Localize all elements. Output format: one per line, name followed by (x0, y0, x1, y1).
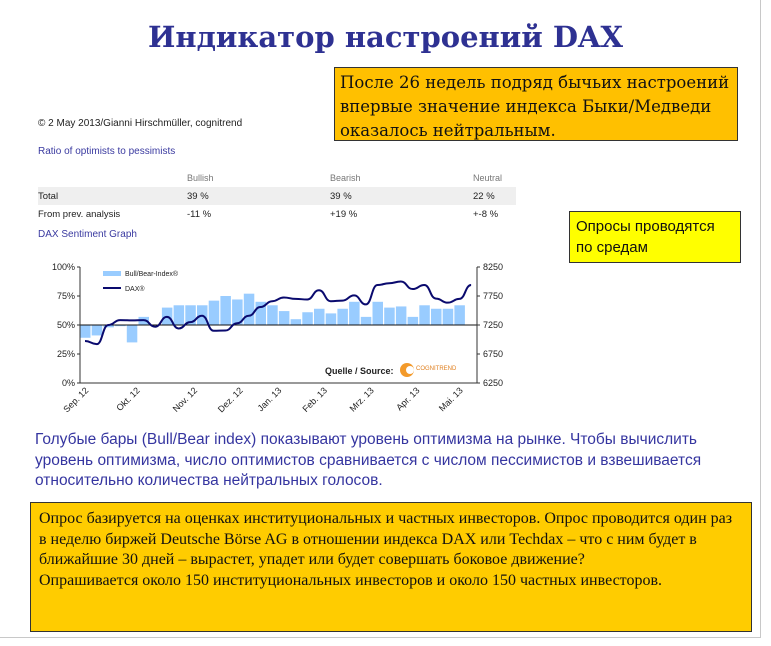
description: Голубые бары (Bull/Bear index) показываю… (35, 431, 702, 489)
bull-bear-bar (337, 308, 348, 325)
bull-bear-bar (126, 325, 138, 343)
bull-bear-bar (173, 305, 185, 325)
y-left-tick-label: 100% (52, 262, 75, 272)
x-tick-label: Mrz. 13 (348, 385, 376, 413)
slide-border (0, 637, 761, 638)
table-cell: +19 % (330, 209, 358, 220)
source-label: Quelle / Source: (325, 366, 394, 376)
logo-text: COGNITREND (416, 366, 457, 372)
bull-bear-bar (243, 293, 255, 325)
callout-top: После 26 недель подряд бычьих настроений… (334, 67, 738, 141)
bull-bear-bar (255, 301, 266, 325)
callout-right: Опросы проводятся по средам (569, 211, 741, 263)
legend-label-bars: Bull/Bear-Index® (125, 270, 179, 278)
bull-bear-bar (384, 307, 395, 325)
bull-bear-bar (290, 319, 302, 325)
y-left-tick-label: 25% (57, 349, 75, 359)
y-right-tick-label: 6750 (483, 349, 503, 359)
bull-bear-bar (103, 325, 114, 328)
x-tick-label: Sep. 12 (61, 385, 90, 414)
bull-bear-bar (395, 306, 407, 325)
x-tick-label: Nov. 12 (171, 385, 200, 414)
legend-swatch-bars (103, 271, 121, 276)
table-row-highlight (38, 187, 516, 205)
callout-bottom-p2: Опрашивается около 150 институциональных… (39, 571, 663, 589)
table-cell: 39 % (187, 191, 209, 202)
table-cell: 39 % (330, 191, 352, 202)
cognitrend-logo-icon (406, 366, 414, 374)
slide-border (760, 0, 761, 638)
legend-label-line: DAX® (125, 285, 145, 293)
bull-bear-bar (267, 305, 278, 325)
table-cell: 22 % (473, 191, 495, 202)
bull-bear-bar (454, 305, 465, 325)
x-tick-label: Apr. 13 (394, 385, 421, 412)
y-left-tick-label: 50% (57, 320, 75, 330)
slide-title: Индикатор настроений DAX (147, 20, 624, 54)
table-cell: +-8 % (473, 209, 499, 220)
bull-bear-bar (349, 301, 360, 325)
table-cell: Bearish (330, 173, 361, 183)
y-left-tick-label: 0% (62, 378, 75, 388)
x-tick-label: Okt. 12 (114, 385, 142, 413)
bull-bear-bar (115, 325, 126, 327)
ratio-heading: Ratio of optimists to pessimists (38, 146, 176, 157)
y-right-tick-label: 6250 (483, 378, 503, 388)
bull-bear-bar (232, 299, 243, 325)
table-cell: Bullish (187, 173, 214, 183)
y-right-tick-label: 7250 (483, 320, 503, 330)
bull-bear-bar (278, 311, 290, 325)
table-cell: From prev. analysis (38, 209, 121, 220)
y-right-tick-label: 7750 (483, 291, 503, 301)
bull-bear-bar (325, 313, 337, 325)
x-tick-label: Jan. 13 (256, 385, 284, 413)
y-left-tick-label: 75% (57, 291, 75, 301)
bull-bear-bar (407, 316, 419, 325)
table-cell: Total (38, 191, 59, 202)
dax-line (84, 280, 472, 346)
callout-bottom: Опрос базируется на оценках институциона… (30, 502, 752, 632)
x-tick-label: Dez. 12 (216, 385, 245, 414)
copyright: © 2 May 2013/Gianni Hirschmüller, cognit… (38, 118, 243, 129)
table-cell: Neutral (473, 173, 503, 183)
y-right-tick-label: 8250 (483, 262, 503, 272)
x-tick-label: Feb. 13 (300, 385, 329, 414)
bull-bear-bar (360, 316, 372, 325)
bull-bear-bar (80, 325, 91, 338)
x-tick-label: Mai. 13 (437, 385, 465, 413)
graph-heading: DAX Sentiment Graph (38, 229, 137, 240)
table-cell: -11 % (187, 209, 212, 220)
bull-bear-bar (314, 308, 325, 325)
bull-bear-bar (220, 296, 231, 325)
bull-bear-bar (302, 312, 313, 325)
bull-bear-bar (442, 308, 454, 325)
bull-bear-bar (372, 301, 383, 325)
callout-bottom-p1: Опрос базируется на оценках институциона… (39, 510, 733, 568)
bull-bear-bar (208, 300, 220, 325)
bull-bear-bar (419, 305, 430, 325)
bull-bear-bar (91, 325, 103, 336)
bull-bear-bar (431, 308, 442, 325)
bull-bear-bar (185, 305, 196, 325)
